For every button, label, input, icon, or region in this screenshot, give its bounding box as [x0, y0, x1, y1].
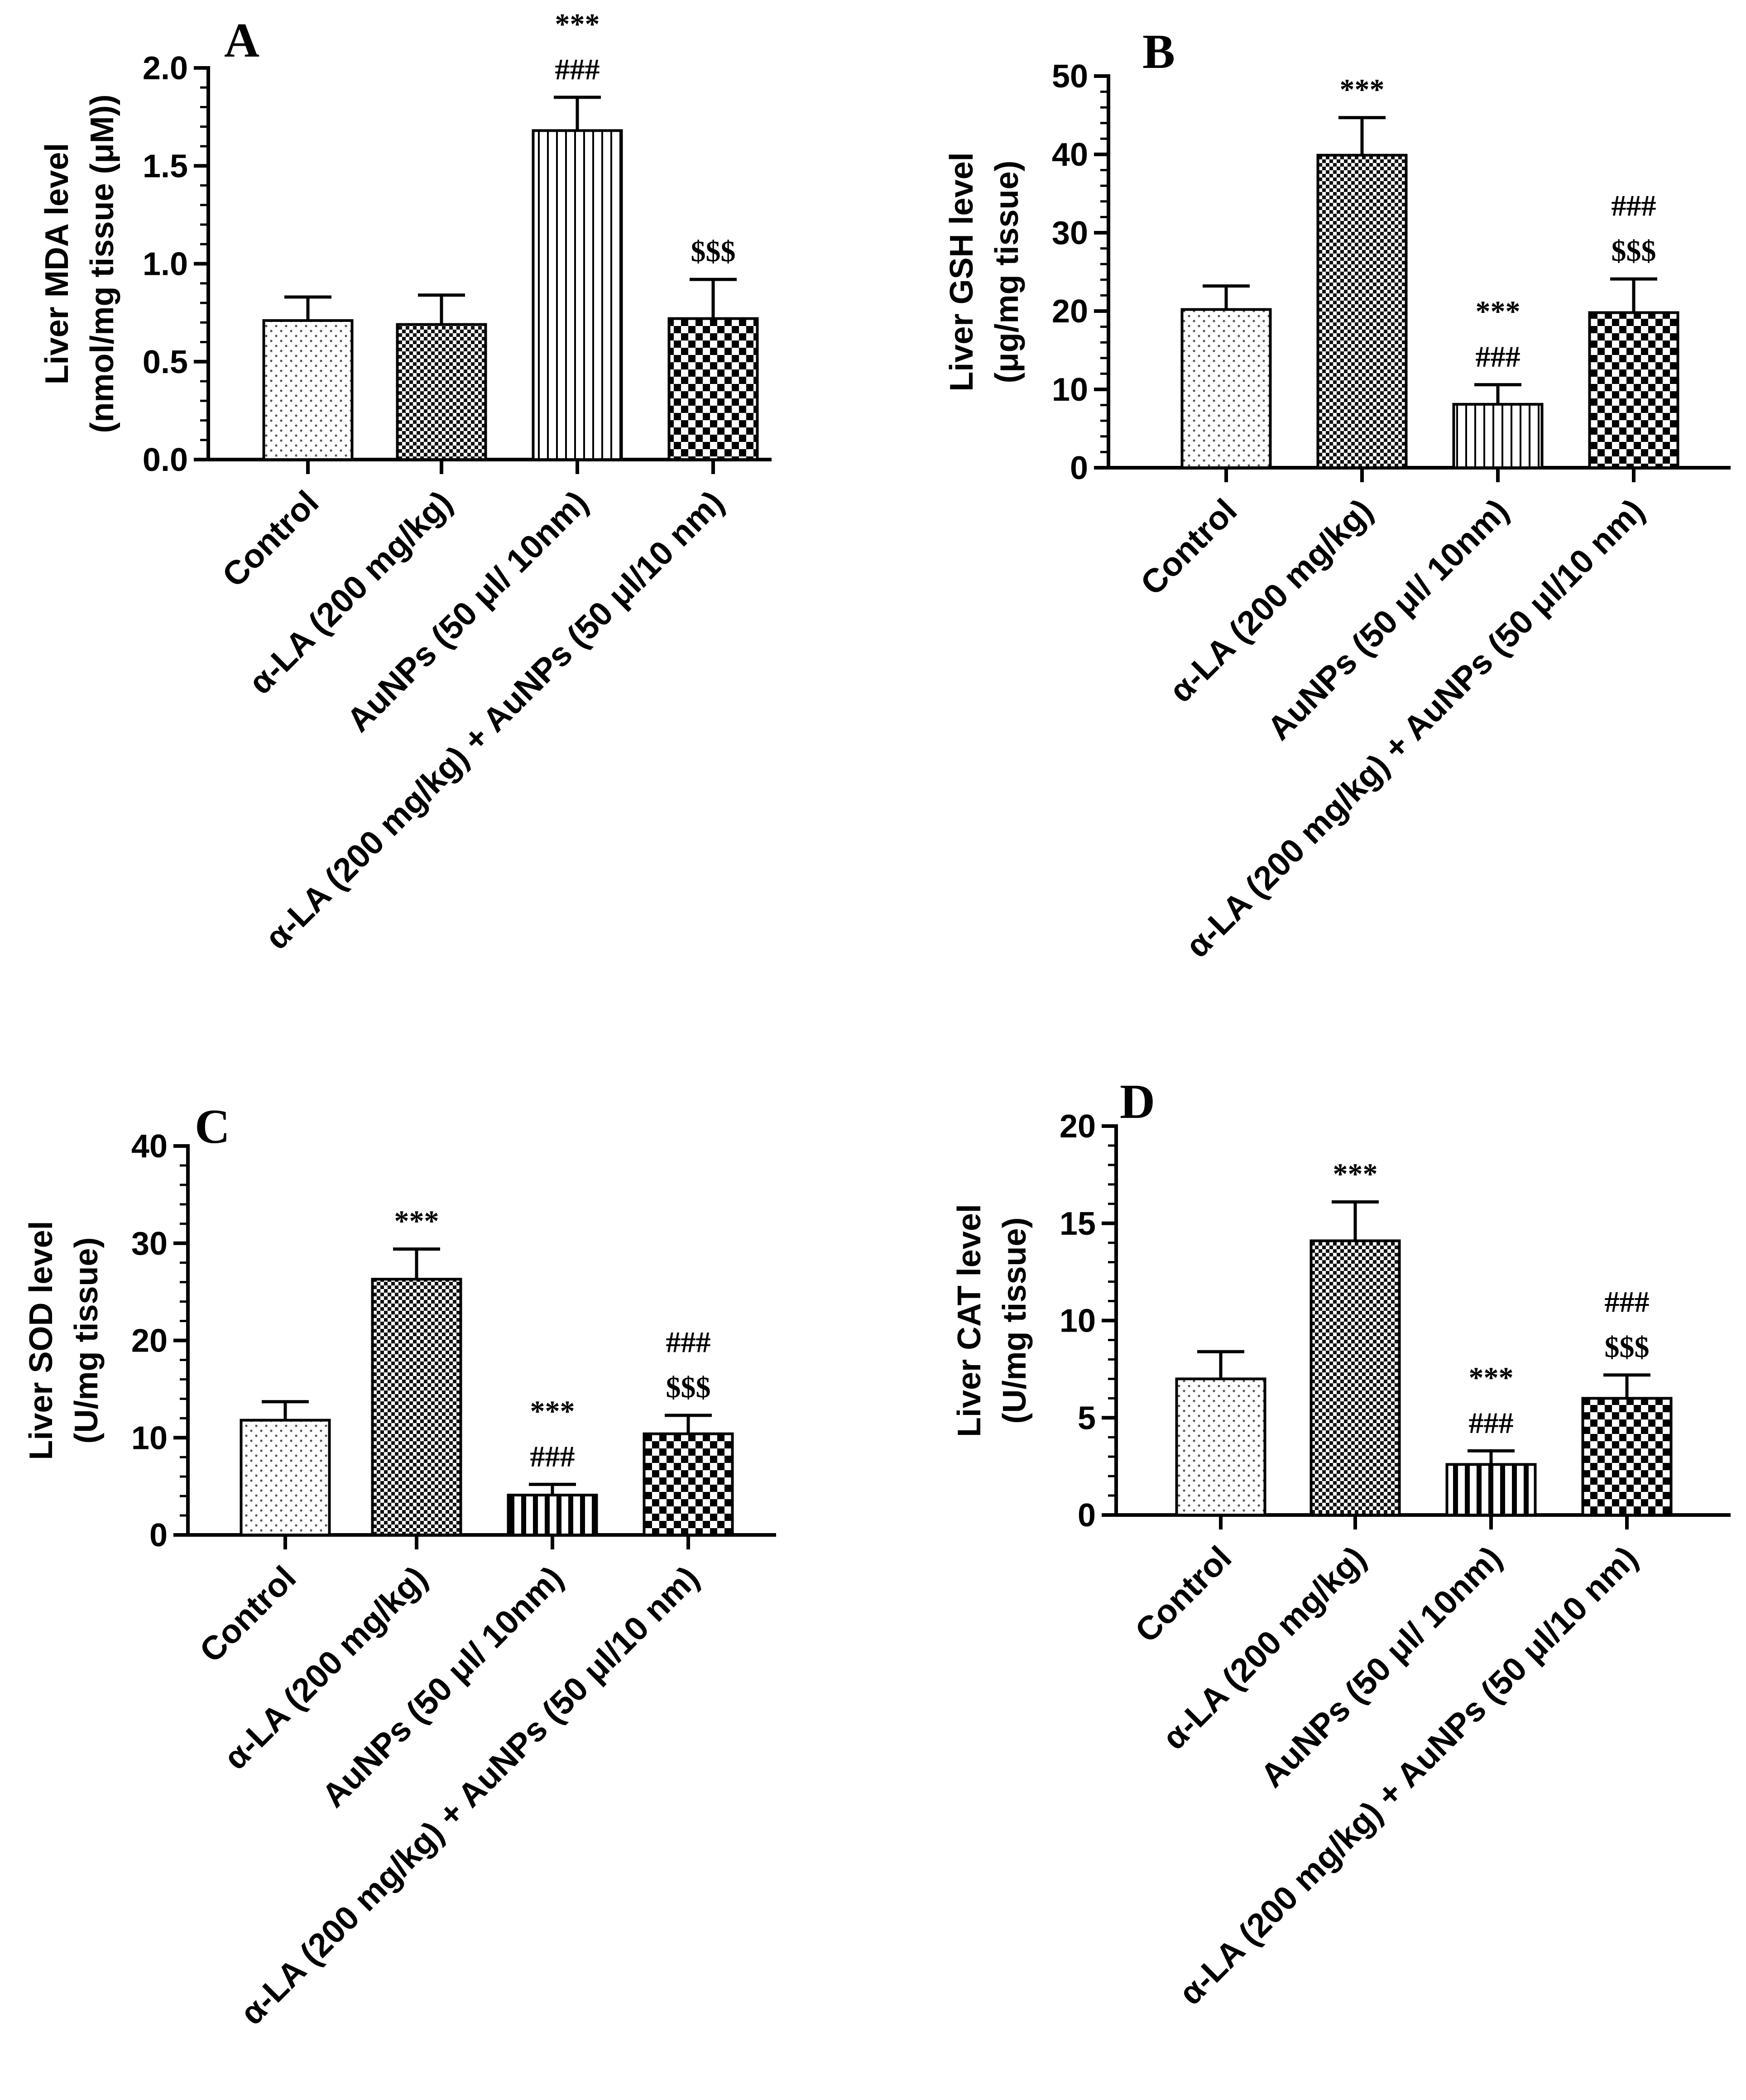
y-axis-label: (nmol/mg tissue (μM)): [84, 94, 120, 433]
chart-panel-a: 0.0 0.5 1.0 1.5 2.0 Liver MDA level (nmol/mg t…: [39, 8, 772, 957]
x-category-label: α-LA (200 mg/kg) + AuNPs (50 μl/10 nm): [233, 1559, 706, 2032]
significance-label: ***: [530, 1395, 575, 1428]
error-bar: [529, 1482, 576, 1495]
y-tick-label: 0.5: [143, 344, 188, 380]
y-axis-label: Liver MDA level: [39, 143, 75, 385]
significance-label: ###: [1612, 189, 1656, 222]
bar: [262, 319, 354, 461]
y-axis-label: (U/mg tissue): [997, 1217, 1033, 1424]
x-category-label: Control: [1128, 1539, 1239, 1650]
bar: [1175, 1377, 1266, 1516]
significance-label: ***: [394, 1205, 439, 1238]
bar: [1581, 1397, 1673, 1516]
bar: [396, 323, 487, 461]
error-bar: [1474, 383, 1521, 404]
error-bar: [1338, 116, 1386, 155]
bar: [240, 1419, 331, 1536]
y-tick-label: 10: [1052, 372, 1088, 408]
significance-label: ###: [666, 1326, 711, 1359]
x-category-label: AuNPs (50 μl/ 10nm): [1260, 492, 1516, 748]
y-axis-label: Liver SOD level: [23, 1221, 59, 1460]
error-bar: [1332, 1200, 1379, 1241]
significance-label: ***: [555, 8, 600, 41]
significance-label: $$$: [691, 235, 736, 268]
y-tick-label: 2.0: [143, 50, 188, 86]
y-tick-label: 15: [1060, 1206, 1096, 1242]
bar: [667, 317, 759, 461]
chart-panel-d: 0 5 10 15 20 Liver CAT level (U/mg tissue) D Con…: [951, 1075, 1731, 2012]
y-tick-label: 40: [1052, 137, 1088, 173]
bar: [1588, 311, 1679, 470]
panel-letter: B: [1142, 25, 1175, 79]
y-axis-label: (U/mg tissue): [68, 1237, 105, 1443]
x-category-label: α-LA (200 mg/kg) + AuNPs (50 μl/10 nm): [1171, 1539, 1645, 2012]
significance-label: $$$: [666, 1371, 711, 1404]
error-bar: [1203, 284, 1250, 310]
bar: [532, 129, 623, 461]
bar: [1180, 308, 1272, 469]
y-tick-label: 0.0: [143, 442, 188, 478]
y-tick-label: 5: [1078, 1400, 1096, 1436]
significance-label: ***: [1340, 73, 1385, 106]
significance-label: ***: [1469, 1361, 1514, 1394]
x-category-label: α-LA (200 mg/kg) + AuNPs (50 μl/10 nm): [258, 484, 731, 957]
significance-label: $$$: [1612, 235, 1656, 268]
x-category-label: α-LA (200 mg/kg) + AuNPs (50 μl/10 nm): [1178, 492, 1651, 965]
y-axis-label: Liver GSH level: [944, 152, 980, 391]
panel-letter: C: [195, 1100, 230, 1154]
bar: [371, 1278, 462, 1536]
bar: [1310, 1239, 1401, 1516]
y-axis-label: (μg/mg tissue): [989, 160, 1025, 383]
bar: [1452, 403, 1544, 469]
error-bar: [1197, 1350, 1244, 1379]
x-category-label: AuNPs (50 μl/ 10nm): [315, 1559, 571, 1815]
y-tick-label: 30: [131, 1226, 168, 1262]
y-tick-label: 40: [131, 1128, 168, 1165]
bar: [507, 1493, 598, 1537]
y-tick-label: 20: [131, 1323, 168, 1359]
error-bar: [284, 295, 331, 321]
x-category-label: AuNPs (50 μl/ 10nm): [1253, 1539, 1509, 1795]
significance-label: ###: [1476, 340, 1521, 374]
y-tick-label: 1.5: [143, 148, 188, 184]
x-category-label: Control: [192, 1559, 303, 1670]
error-bar: [1603, 1373, 1650, 1399]
error-bar: [418, 293, 465, 325]
error-bar: [554, 96, 601, 131]
y-tick-label: 0: [1070, 450, 1088, 486]
chart-panel-c: 0 10 20 30 40 Liver SOD level (U/mg tissue) C Co…: [23, 1100, 776, 2032]
error-bar: [393, 1247, 440, 1280]
error-bar: [690, 278, 737, 319]
x-category-label: Control: [1133, 492, 1244, 603]
chart-panel-b: 0 10 20 30 40 50 Liver GSH level (μg/mg tissue)…: [944, 25, 1731, 965]
y-tick-label: 10: [1060, 1303, 1096, 1339]
significance-label: $$$: [1605, 1331, 1650, 1364]
y-axis-label: Liver CAT level: [951, 1204, 988, 1437]
y-tick-label: 20: [1052, 293, 1088, 330]
y-tick-label: 30: [1052, 215, 1088, 251]
bar: [643, 1432, 734, 1536]
x-category-label: AuNPs (50 μl/ 10nm): [340, 484, 595, 739]
significance-label: ###: [555, 53, 600, 86]
panel-letter: D: [1120, 1075, 1155, 1129]
significance-label: ###: [1605, 1285, 1650, 1318]
error-bar: [262, 1400, 309, 1420]
significance-label: ***: [1333, 1158, 1378, 1191]
y-tick-label: 20: [1060, 1108, 1096, 1145]
significance-label: ###: [530, 1440, 575, 1473]
y-tick-label: 10: [131, 1420, 168, 1456]
error-bar: [1610, 277, 1657, 313]
y-tick-label: 0: [149, 1517, 168, 1553]
significance-label: ***: [1476, 295, 1521, 328]
error-bar: [665, 1414, 712, 1434]
bar: [1316, 153, 1408, 470]
y-tick-label: 50: [1052, 58, 1088, 95]
significance-label: ###: [1469, 1406, 1514, 1439]
error-bar: [1468, 1449, 1515, 1465]
bar: [1445, 1463, 1537, 1517]
y-tick-label: 0: [1078, 1497, 1096, 1534]
panel-letter: A: [224, 14, 259, 67]
x-category-label: Control: [215, 484, 326, 595]
y-tick-label: 1.0: [143, 246, 188, 283]
